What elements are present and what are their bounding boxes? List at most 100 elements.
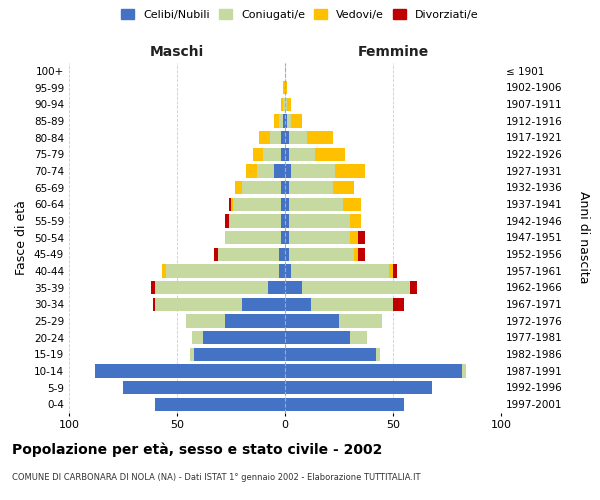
Bar — [155, 281, 268, 294]
Bar — [315, 148, 346, 161]
Bar — [278, 114, 283, 128]
Bar — [311, 298, 393, 311]
Bar — [292, 164, 335, 177]
Bar — [253, 148, 263, 161]
Bar — [462, 364, 466, 378]
Bar — [259, 131, 270, 144]
Bar — [350, 331, 367, 344]
Bar — [192, 331, 203, 344]
Bar — [343, 198, 361, 211]
Bar — [203, 331, 285, 344]
Bar — [233, 198, 281, 211]
Bar — [278, 248, 285, 261]
Bar — [393, 298, 404, 311]
Bar — [350, 231, 358, 244]
Bar — [281, 181, 285, 194]
Bar — [393, 264, 397, 278]
Text: Popolazione per età, sesso e stato civile - 2002: Popolazione per età, sesso e stato civil… — [12, 442, 382, 457]
Bar — [285, 281, 302, 294]
Bar — [283, 98, 285, 111]
Bar — [270, 131, 281, 144]
Bar — [335, 164, 365, 177]
Bar — [358, 231, 365, 244]
Bar — [242, 298, 285, 311]
Bar — [281, 231, 285, 244]
Bar — [285, 181, 289, 194]
Bar — [285, 98, 287, 111]
Bar — [354, 248, 358, 261]
Bar — [281, 131, 285, 144]
Bar — [285, 148, 289, 161]
Bar — [185, 314, 224, 328]
Bar — [229, 214, 281, 228]
Bar — [285, 231, 289, 244]
Y-axis label: Anni di nascita: Anni di nascita — [577, 191, 590, 284]
Bar — [285, 114, 287, 128]
Bar — [287, 114, 292, 128]
Bar — [155, 398, 285, 411]
Bar — [214, 248, 218, 261]
Bar — [274, 114, 278, 128]
Bar — [285, 164, 292, 177]
Bar — [307, 131, 332, 144]
Bar — [289, 148, 315, 161]
Bar — [339, 314, 382, 328]
Bar — [162, 264, 166, 278]
Bar — [190, 348, 194, 361]
Bar — [289, 231, 350, 244]
Bar — [218, 248, 278, 261]
Bar — [95, 364, 285, 378]
Legend: Celibi/Nubili, Coniugati/e, Vedovi/e, Divorziati/e: Celibi/Nubili, Coniugati/e, Vedovi/e, Di… — [118, 6, 482, 23]
Bar — [285, 348, 376, 361]
Bar — [153, 298, 155, 311]
Bar — [285, 381, 432, 394]
Bar — [151, 281, 155, 294]
Bar — [285, 314, 339, 328]
Bar — [292, 114, 302, 128]
Bar — [281, 148, 285, 161]
Bar — [389, 264, 393, 278]
Bar — [155, 298, 242, 311]
Bar — [224, 214, 229, 228]
Bar — [285, 198, 289, 211]
Bar — [285, 81, 287, 94]
Bar — [123, 381, 285, 394]
Bar — [285, 298, 311, 311]
Bar — [278, 264, 285, 278]
Bar — [358, 248, 365, 261]
Bar — [410, 281, 417, 294]
Bar — [283, 114, 285, 128]
Bar — [285, 264, 292, 278]
Bar — [302, 281, 410, 294]
Bar — [268, 281, 285, 294]
Bar — [285, 331, 350, 344]
Bar — [285, 364, 462, 378]
Bar — [285, 131, 289, 144]
Bar — [289, 131, 307, 144]
Text: Maschi: Maschi — [150, 45, 204, 59]
Bar — [166, 264, 278, 278]
Bar — [285, 248, 289, 261]
Text: COMUNE DI CARBONARA DI NOLA (NA) - Dati ISTAT 1° gennaio 2002 - Elaborazione TUT: COMUNE DI CARBONARA DI NOLA (NA) - Dati … — [12, 472, 421, 482]
Bar — [350, 214, 361, 228]
Bar — [287, 98, 292, 111]
Bar — [224, 231, 281, 244]
Bar — [376, 348, 380, 361]
Bar — [332, 181, 354, 194]
Text: Femmine: Femmine — [358, 45, 428, 59]
Bar — [289, 248, 354, 261]
Bar — [285, 398, 404, 411]
Bar — [194, 348, 285, 361]
Bar — [235, 181, 242, 194]
Bar — [289, 198, 343, 211]
Bar — [246, 164, 257, 177]
Bar — [292, 264, 389, 278]
Bar — [229, 198, 231, 211]
Bar — [242, 181, 281, 194]
Bar — [289, 214, 350, 228]
Bar — [285, 214, 289, 228]
Bar — [281, 198, 285, 211]
Bar — [274, 164, 285, 177]
Y-axis label: Fasce di età: Fasce di età — [16, 200, 28, 275]
Bar — [257, 164, 274, 177]
